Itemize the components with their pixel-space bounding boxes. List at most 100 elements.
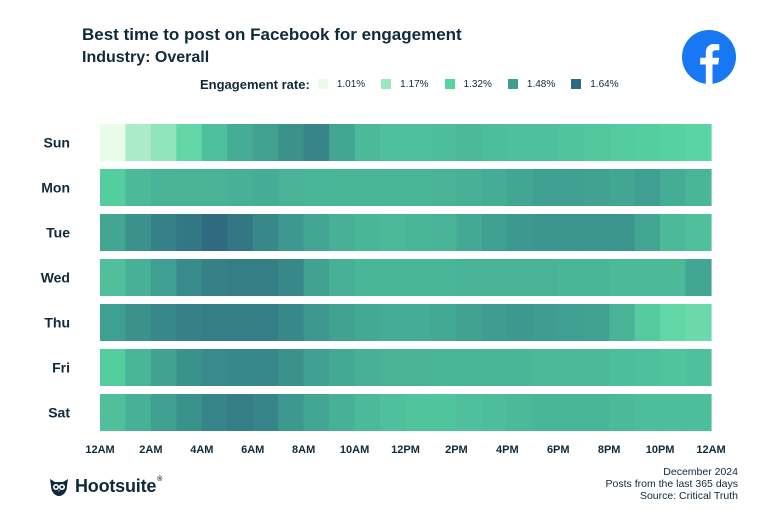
x-tick-label: 4AM <box>190 444 213 456</box>
heatmap-cell <box>507 214 534 251</box>
heatmap-cell <box>507 349 534 386</box>
heatmap-cell <box>380 214 407 251</box>
heatmap-cell <box>685 349 712 386</box>
heatmap-cell <box>329 169 356 206</box>
heatmap-cell <box>609 259 636 296</box>
x-tick-label: 4PM <box>496 444 519 456</box>
heatmap-cell <box>481 304 508 341</box>
x-tick-label: 2AM <box>139 444 162 456</box>
heatmap-cell <box>329 124 356 161</box>
x-tick-label: 12PM <box>391 444 420 456</box>
heatmap-cell <box>634 394 661 431</box>
heatmap-cell <box>329 394 356 431</box>
heatmap-cell <box>430 169 458 206</box>
heatmap-cell <box>125 259 152 296</box>
heatmap-cell <box>456 304 483 341</box>
heatmap-cell <box>660 349 687 386</box>
row-label-thu: Thu <box>44 315 70 331</box>
heatmap-cell <box>354 214 381 251</box>
legend-item: 1.32% <box>444 78 492 90</box>
heatmap-cell <box>176 259 203 296</box>
x-tick-label: 2PM <box>445 444 468 456</box>
heatmap-cell <box>176 304 203 341</box>
heatmap-cell <box>252 169 279 206</box>
row-label-sun: Sun <box>44 135 70 151</box>
heatmap-cell <box>660 304 687 341</box>
heatmap-cell <box>532 214 559 251</box>
heatmap-cell <box>558 124 585 161</box>
heatmap-cell <box>507 259 534 296</box>
heatmap-cell <box>278 169 305 206</box>
heatmap-cell <box>303 124 330 161</box>
heatmap-cell <box>380 169 407 206</box>
heatmap-cell <box>685 304 712 341</box>
heatmap-cell <box>100 394 127 431</box>
heatmap-cell <box>634 304 661 341</box>
heatmap-cell <box>278 304 305 341</box>
heatmap-cell <box>456 394 483 431</box>
heatmap-cell <box>201 394 228 431</box>
footer-source: Source: Critical Truth <box>639 490 738 502</box>
heatmap-cell <box>201 214 228 251</box>
heatmap-cell <box>227 124 254 161</box>
heatmap-cell <box>583 394 610 431</box>
heatmap-cell <box>405 169 432 206</box>
heatmap-cell <box>329 349 356 386</box>
heatmap-cell <box>354 124 381 161</box>
heatmap-cell <box>481 169 508 206</box>
registered-mark: ® <box>157 476 163 483</box>
heatmap-cell <box>278 259 305 296</box>
heatmap-cell <box>558 169 585 206</box>
heatmap-cell <box>558 394 585 431</box>
heatmap-cell <box>558 349 585 386</box>
heatmap-cell <box>405 214 432 251</box>
heatmap-cell <box>660 124 687 161</box>
hootsuite-wordmark: Hootsuite® <box>75 476 162 497</box>
heatmap-cell <box>150 124 177 161</box>
heatmap-cell <box>227 304 254 341</box>
x-tick-label: 8PM <box>598 444 621 456</box>
row-label-fri: Fri <box>52 360 70 376</box>
heatmap-cell <box>380 394 407 431</box>
footer-date: December 2024 <box>663 466 738 478</box>
heatmap-cell <box>430 259 458 296</box>
heatmap-cell <box>481 349 508 386</box>
heatmap-cell <box>481 214 508 251</box>
heatmap-cell <box>481 259 508 296</box>
heatmap-cell <box>507 169 534 206</box>
heatmap-cell <box>252 259 279 296</box>
heatmap-cell <box>227 349 254 386</box>
heatmap-cell <box>100 124 127 161</box>
heatmap-cell <box>430 214 458 251</box>
x-tick-label: 12AM <box>85 444 114 456</box>
heatmap-cell <box>125 349 152 386</box>
heatmap-cell <box>329 214 356 251</box>
heatmap-cell <box>430 304 458 341</box>
heatmap-cell <box>303 214 330 251</box>
heatmap-cell <box>278 214 305 251</box>
heatmap-cell <box>100 349 127 386</box>
row-label-tue: Tue <box>46 225 70 241</box>
legend-swatch <box>507 79 518 89</box>
heatmap-cell <box>354 304 381 341</box>
heatmap-cell <box>252 304 279 341</box>
heatmap-cell <box>252 124 279 161</box>
legend-label: 1.32% <box>463 78 492 90</box>
heatmap-cell <box>100 169 127 206</box>
heatmap-cell <box>430 394 458 431</box>
heatmap-cell <box>609 214 636 251</box>
heatmap-cell <box>583 304 610 341</box>
heatmap-cell <box>150 214 177 251</box>
heatmap-cell <box>125 169 152 206</box>
heatmap-cell <box>507 304 534 341</box>
heatmap-cell <box>303 349 330 386</box>
legend-item: 1.17% <box>381 78 429 90</box>
heatmap-cell <box>303 394 330 431</box>
heatmap-cell <box>176 214 203 251</box>
heatmap-cell <box>380 349 407 386</box>
heatmap-cell <box>227 169 254 206</box>
legend-label: 1.17% <box>400 78 429 90</box>
x-tick-label: 12AM <box>696 444 725 456</box>
legend-item: 1.48% <box>507 79 555 90</box>
